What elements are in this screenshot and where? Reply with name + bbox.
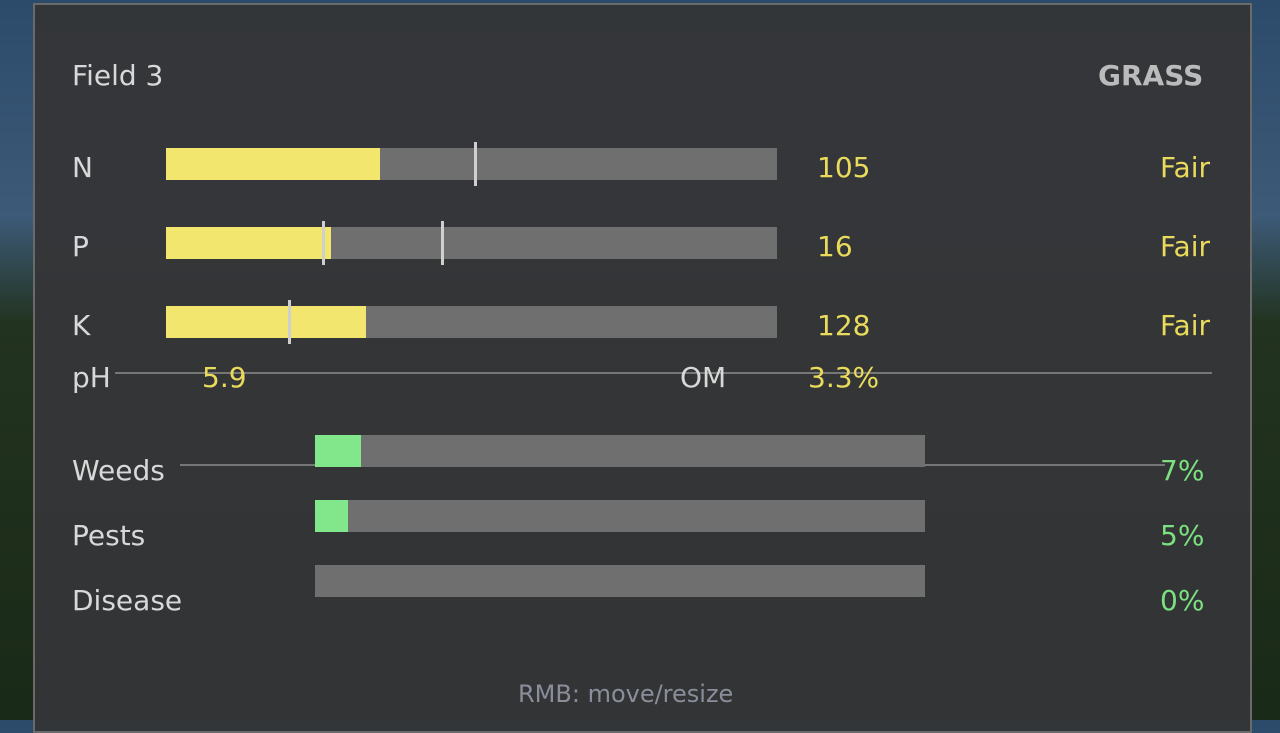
- nutrient-bar-fill: [166, 306, 366, 338]
- nutrient-status: Fair: [1160, 309, 1210, 342]
- ph-value: 5.9: [202, 361, 247, 394]
- target-marker: [440, 221, 444, 265]
- nutrient-bar-fill: [166, 148, 380, 180]
- threat-bar: [315, 500, 925, 532]
- nutrient-status: Fair: [1160, 151, 1210, 184]
- crop-label: GRASS: [1098, 59, 1204, 92]
- nutrient-value: 128: [817, 309, 871, 342]
- nutrient-bar: [166, 142, 777, 186]
- field-title: Field 3: [72, 59, 164, 92]
- om-value: 3.3%: [808, 361, 880, 394]
- om-label: OM: [680, 361, 727, 394]
- nutrient-status: Fair: [1160, 230, 1210, 263]
- threat-bar: [315, 435, 925, 467]
- footer-hint: RMB: move/resize: [518, 680, 734, 708]
- threat-bar-fill: [315, 500, 348, 532]
- field-info-panel[interactable]: [33, 3, 1252, 733]
- nutrient-value: 105: [817, 151, 871, 184]
- threat-bar-fill: [315, 435, 361, 467]
- threat-value: 5%: [1160, 519, 1205, 552]
- ph-label: pH: [72, 361, 111, 394]
- nutrient-bar: [166, 221, 777, 265]
- threat-label: Weeds: [72, 454, 165, 487]
- threat-label: Pests: [72, 519, 146, 552]
- nutrient-bar: [166, 300, 777, 344]
- threat-value: 7%: [1160, 454, 1205, 487]
- nutrient-value: 16: [817, 230, 853, 263]
- nutrient-bar-fill: [166, 227, 331, 259]
- threat-label: Disease: [72, 584, 183, 617]
- target-marker: [473, 142, 477, 186]
- nutrient-label: P: [72, 230, 89, 263]
- target-marker: [288, 300, 292, 344]
- threat-value: 0%: [1160, 584, 1205, 617]
- target-marker: [321, 221, 325, 265]
- nutrient-label: K: [72, 309, 91, 342]
- threat-bar: [315, 565, 925, 597]
- divider-line: [115, 372, 1212, 374]
- nutrient-label: N: [72, 151, 93, 184]
